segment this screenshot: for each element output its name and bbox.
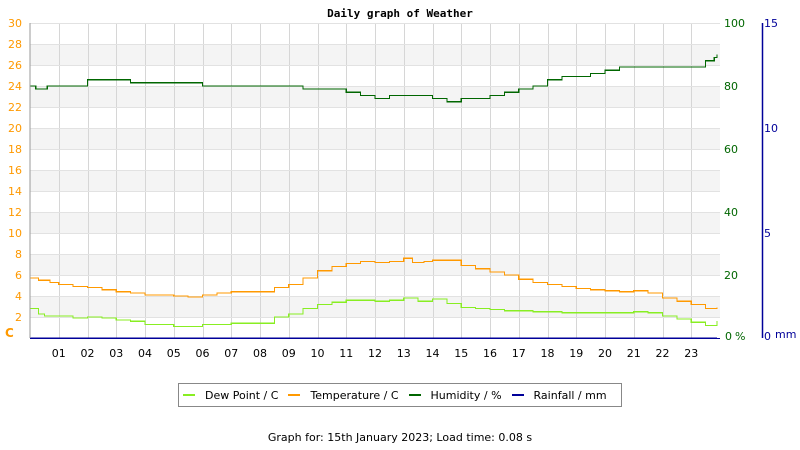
humidity-tick-label: 100 bbox=[724, 17, 745, 30]
legend-item-humidity: Humidity / % bbox=[408, 388, 502, 402]
x-tick-label: 18 bbox=[541, 347, 555, 360]
humidity-axis-unit: % bbox=[735, 330, 745, 343]
left-tick-label: 16 bbox=[8, 164, 22, 177]
legend-swatch-rainfall bbox=[511, 394, 524, 396]
x-tick-label: 02 bbox=[81, 347, 95, 360]
x-tick-label: 17 bbox=[512, 347, 526, 360]
humidity-axis-ticks: 0 20 40 60 80 100 bbox=[724, 17, 745, 343]
rainfall-tick-label: 15 bbox=[764, 17, 778, 30]
x-tick-label: 23 bbox=[684, 347, 698, 360]
left-tick-label: 6 bbox=[15, 269, 22, 282]
left-tick-label: 20 bbox=[8, 122, 22, 135]
graph-footer: Graph for: 15th January 2023; Load time:… bbox=[267, 431, 533, 444]
legend-swatch-dew-point bbox=[183, 394, 195, 396]
rainfall-tick-label: 10 bbox=[764, 122, 778, 135]
x-tick-label: 11 bbox=[339, 347, 353, 360]
left-tick-label: 22 bbox=[8, 101, 22, 114]
left-tick-label: 28 bbox=[8, 38, 22, 51]
left-axis-unit: C bbox=[5, 326, 14, 340]
left-tick-label: 4 bbox=[15, 290, 22, 303]
x-tick-label: 06 bbox=[196, 347, 210, 360]
x-tick-label: 07 bbox=[224, 347, 238, 360]
rainfall-axis-unit: mm bbox=[775, 328, 796, 341]
legend-label-dew-point: Dew Point / C bbox=[205, 388, 279, 402]
humidity-tick-label: 20 bbox=[724, 269, 738, 282]
rainfall-tick-label: 0 bbox=[764, 330, 771, 343]
x-tick-label: 20 bbox=[598, 347, 612, 360]
humidity-tick-label: 40 bbox=[724, 206, 738, 219]
x-tick-label: 13 bbox=[397, 347, 411, 360]
x-tick-label: 14 bbox=[426, 347, 440, 360]
x-tick-label: 15 bbox=[454, 347, 468, 360]
left-tick-label: 8 bbox=[15, 248, 22, 261]
left-tick-label: 2 bbox=[15, 311, 22, 324]
left-tick-label: 30 bbox=[8, 17, 22, 30]
x-tick-label: 22 bbox=[656, 347, 670, 360]
x-tick-label: 08 bbox=[253, 347, 267, 360]
legend-label-rainfall: Rainfall / mm bbox=[533, 388, 607, 402]
legend-item-temperature: Temperature / C bbox=[288, 388, 399, 402]
x-tick-label: 10 bbox=[311, 347, 325, 360]
left-tick-label: 10 bbox=[8, 227, 22, 240]
legend-label-humidity: Humidity / % bbox=[430, 388, 502, 402]
chart-title: Daily graph of Weather bbox=[327, 7, 473, 20]
series-line-temperature bbox=[30, 257, 718, 310]
legend-item-dew-point: Dew Point / C bbox=[183, 389, 278, 402]
x-axis-ticks: 01 02 03 04 05 06 07 08 09 10 11 12 13 14 15 16 17 18 19 20… bbox=[52, 347, 699, 360]
legend-item-rainfall: Rainfall / mm bbox=[511, 388, 607, 402]
x-tick-label: 09 bbox=[282, 347, 296, 360]
humidity-tick-label: 0 bbox=[725, 330, 732, 343]
left-tick-label: 12 bbox=[8, 206, 22, 219]
x-tick-label: 05 bbox=[167, 347, 181, 360]
x-tick-label: 04 bbox=[138, 347, 152, 360]
left-tick-label: 18 bbox=[8, 143, 22, 156]
x-tick-label: 03 bbox=[109, 347, 123, 360]
x-tick-label: 01 bbox=[52, 347, 66, 360]
x-tick-label: 12 bbox=[368, 347, 382, 360]
legend-swatch-humidity bbox=[408, 394, 421, 396]
humidity-tick-label: 80 bbox=[724, 80, 738, 93]
series-line-humidity bbox=[30, 54, 718, 103]
left-tick-label: 26 bbox=[8, 59, 22, 72]
x-tick-label: 19 bbox=[569, 347, 583, 360]
series-line-dew bbox=[30, 297, 718, 327]
humidity-tick-label: 60 bbox=[724, 143, 738, 156]
vertical-gridlines bbox=[59, 23, 692, 338]
left-tick-label: 14 bbox=[8, 185, 22, 198]
x-tick-label: 21 bbox=[627, 347, 641, 360]
legend-swatch-temperature bbox=[288, 394, 301, 396]
x-tick-label: 16 bbox=[483, 347, 497, 360]
rainfall-tick-label: 5 bbox=[764, 227, 771, 240]
legend-label-temperature: Temperature / C bbox=[310, 388, 399, 402]
chart-legend: Dew Point / C Temperature / C Humidity /… bbox=[178, 383, 622, 407]
rainfall-axis-ticks: 0 5 10 15 bbox=[764, 17, 778, 343]
left-tick-label: 24 bbox=[8, 80, 22, 93]
